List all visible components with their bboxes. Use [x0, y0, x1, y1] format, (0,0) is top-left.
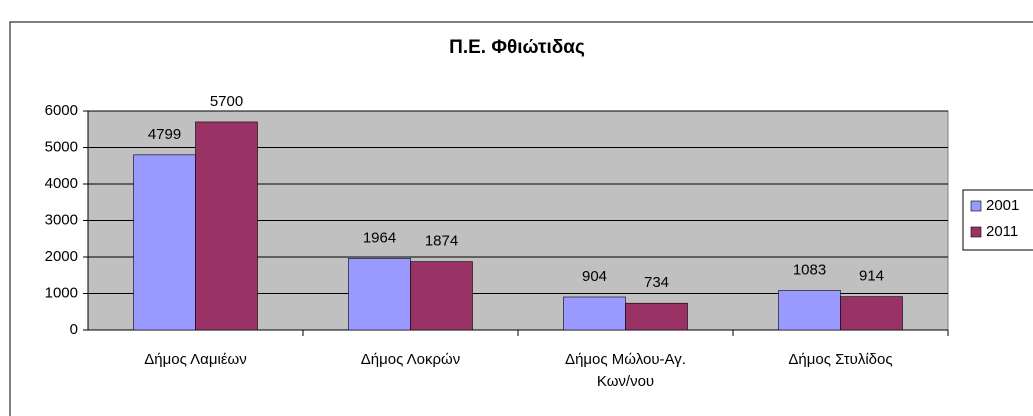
- y-tick-label: 6000: [45, 102, 78, 119]
- y-tick-label: 2000: [45, 248, 78, 265]
- x-tick-label: Δήμος Μώλου-Αγ. Κων/νου: [565, 351, 686, 390]
- data-label: 1083: [793, 261, 826, 278]
- bar: [348, 258, 411, 331]
- legend-swatch: [970, 200, 982, 212]
- y-tick-label: 4000: [45, 175, 78, 192]
- y-tick-label: 5000: [45, 138, 78, 155]
- data-label: 4799: [148, 126, 181, 143]
- bar: [778, 290, 841, 331]
- x-tick-label: Δήμος Στυλίδος: [788, 351, 892, 368]
- bar: [563, 296, 626, 331]
- data-label: 5700: [210, 93, 243, 110]
- y-tick-label: 0: [70, 321, 78, 338]
- x-tick-label-line: Δήμος Μώλου-Αγ.: [565, 351, 686, 368]
- bar: [133, 154, 196, 331]
- bar: [840, 296, 903, 331]
- x-tick-label-line: Κων/νου: [597, 373, 654, 390]
- chart-title: Π.Ε. Φθιώτιδας: [449, 37, 585, 58]
- bar: [625, 302, 688, 331]
- y-tick-label: 3000: [45, 211, 78, 228]
- legend-box: [962, 189, 1033, 251]
- legend-swatch: [970, 226, 982, 238]
- legend-label: 2011: [986, 223, 1018, 240]
- x-tick-label: Δήμος Λοκρών: [361, 351, 461, 368]
- bar: [195, 121, 258, 331]
- data-label: 914: [859, 268, 884, 285]
- data-label: 734: [644, 274, 669, 291]
- data-label: 1874: [425, 233, 458, 250]
- data-label: 904: [582, 268, 607, 285]
- data-label: 1964: [363, 229, 396, 246]
- bar: [410, 261, 473, 331]
- y-tick-label: 1000: [45, 284, 78, 301]
- legend-label: 2001: [986, 197, 1019, 214]
- x-tick-label: Δήμος Λαμιέων: [144, 351, 246, 368]
